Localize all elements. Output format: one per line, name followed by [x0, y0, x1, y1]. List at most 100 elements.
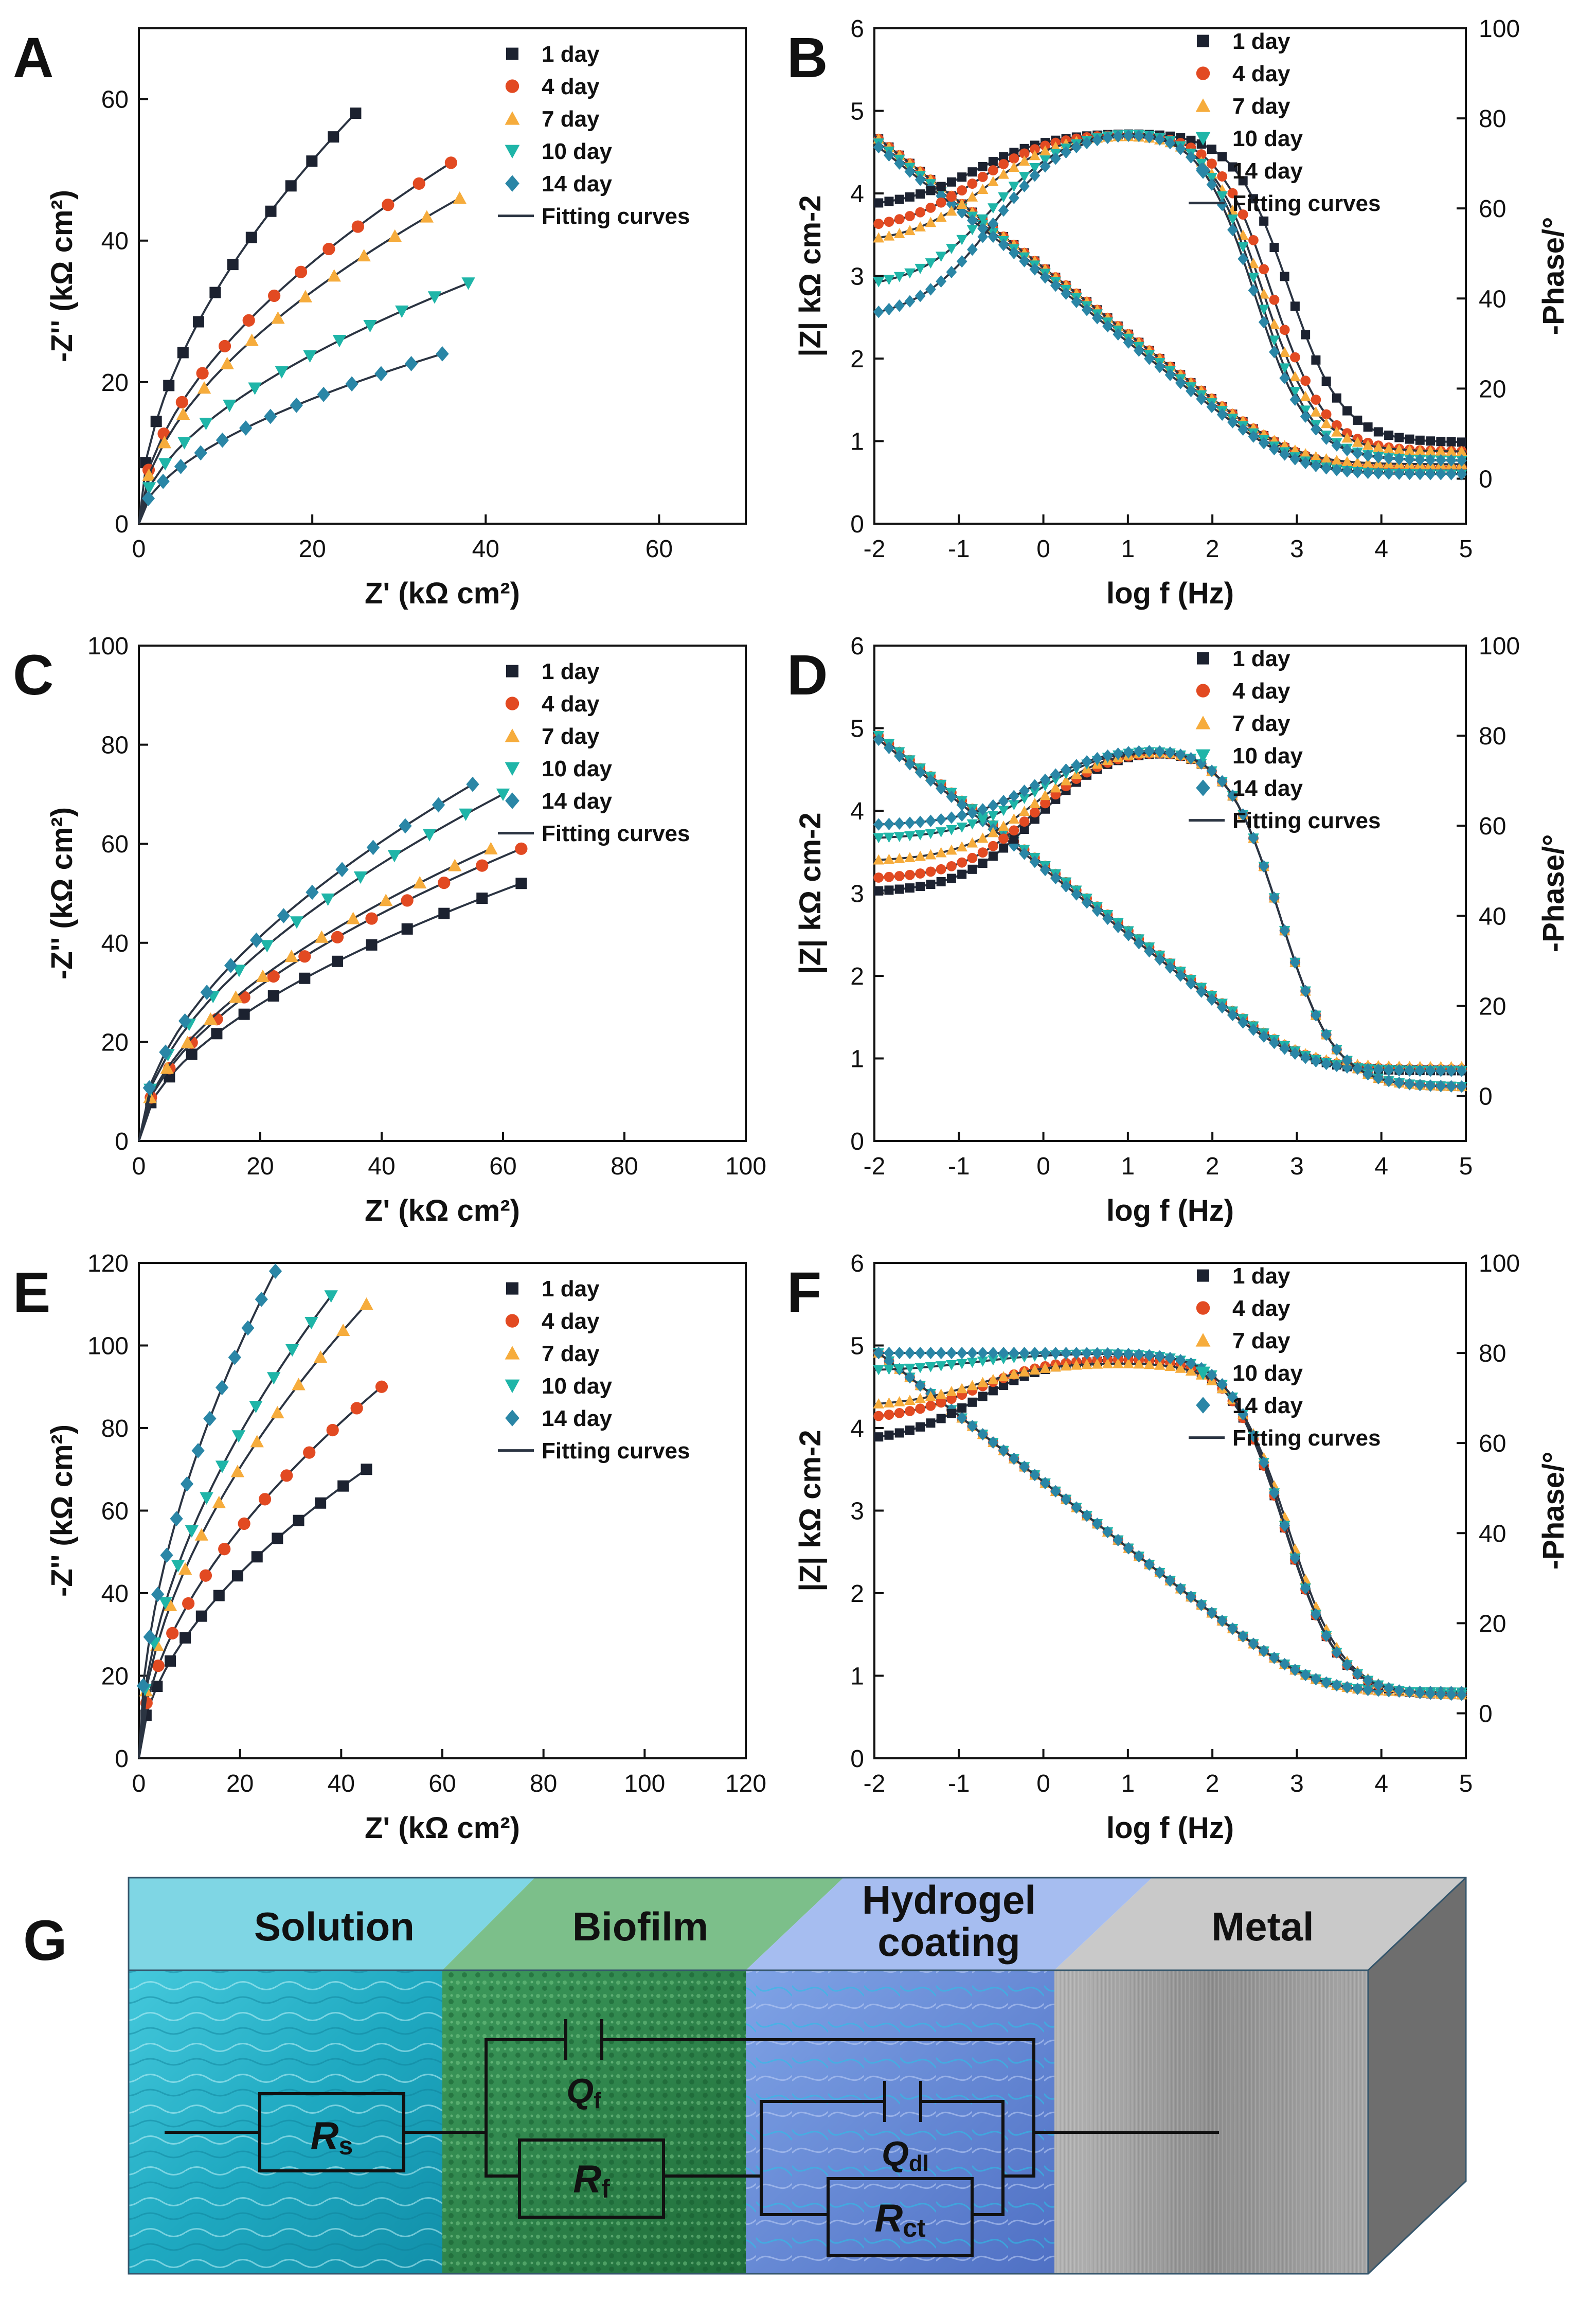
phase-point-14-day	[1446, 1688, 1457, 1701]
data-point-1-day	[163, 380, 175, 391]
x-tick-label: -1	[948, 536, 970, 563]
phase-point-14-day	[1456, 1080, 1467, 1093]
y-tick-label: 1	[850, 1663, 864, 1690]
legend-marker-7-day	[505, 1346, 520, 1360]
fit-curve-10-day	[138, 282, 469, 524]
layer-label-biofilm: Biofilm	[572, 1904, 708, 1949]
biofilm-top-face	[442, 1878, 844, 1970]
equivalent-circuit-schematic: Solution Biofilm Hydrogel coating Metal	[128, 1877, 1467, 2275]
data-point-14-day	[151, 1586, 165, 1602]
phase-point-14-day	[977, 1346, 988, 1360]
data-point-14-day	[268, 1263, 282, 1279]
data-point-14-day	[136, 1678, 150, 1693]
modulus-point-14-day	[1039, 271, 1051, 284]
phase-point-1-day	[905, 883, 914, 893]
legend-label-14-day: 14 day	[542, 789, 613, 814]
y2-tick-label: 80	[1479, 105, 1506, 133]
phase-point-1-day	[1301, 330, 1311, 340]
phase-point-14-day	[1019, 180, 1030, 192]
phase-point-7-day	[1268, 318, 1280, 329]
data-point-14-day	[191, 1443, 205, 1458]
y2-tick-label: 0	[1479, 466, 1493, 493]
phase-point-14-day	[1133, 130, 1144, 142]
phase-point-7-day	[1341, 432, 1353, 443]
phase-point-14-day	[1321, 432, 1332, 445]
phase-point-14-day	[1144, 131, 1155, 144]
data-point-7-day	[420, 210, 434, 223]
y2-axis-label: -Phase/°	[1537, 834, 1570, 953]
phase-point-1-day	[874, 1432, 884, 1442]
phase-point-10-day	[883, 275, 895, 286]
phase-point-4-day	[977, 172, 988, 182]
data-point-10-day	[290, 916, 304, 929]
phase-point-14-day	[1081, 136, 1092, 150]
legend-marker-14-day	[1196, 162, 1210, 179]
phase-point-14-day	[1331, 1043, 1342, 1056]
phase-point-10-day	[883, 832, 895, 843]
phase-point-1-day	[1259, 216, 1269, 226]
phase-point-14-day	[1352, 1667, 1363, 1681]
y-tick-label: 3	[850, 263, 864, 291]
x-tick-label: -2	[864, 1153, 886, 1180]
phase-point-14-day	[967, 243, 978, 256]
phase-point-14-day	[1435, 1688, 1446, 1701]
phase-point-4-day	[998, 833, 1009, 844]
phase-point-7-day	[904, 852, 916, 863]
legend-marker-10-day	[505, 762, 520, 776]
phase-point-14-day	[1456, 1688, 1467, 1701]
legend-label-7-day: 7 day	[1232, 94, 1290, 119]
phase-point-14-day	[1102, 1347, 1113, 1360]
phase-point-14-day	[873, 306, 884, 318]
modulus-point-14-day	[1248, 1637, 1259, 1650]
data-point-10-day	[199, 418, 213, 431]
data-point-1-day	[245, 231, 257, 243]
label-qdl: Qdl	[882, 2134, 929, 2176]
phase-point-14-day	[1311, 1608, 1321, 1621]
phase-point-14-day	[967, 1346, 978, 1360]
phase-point-1-day	[1280, 272, 1289, 281]
modulus-point-14-day	[1091, 312, 1103, 325]
modulus-point-14-day	[1446, 1064, 1457, 1077]
y-axis-label: |Z| kΩ cm-2	[794, 1430, 827, 1591]
modulus-point-14-day	[1113, 920, 1124, 933]
modulus-point-14-day	[1113, 1534, 1124, 1546]
phase-point-14-day	[1425, 1079, 1436, 1092]
legend-marker-1-day	[1197, 1269, 1209, 1282]
phase-point-4-day	[1279, 325, 1290, 335]
phase-point-14-day	[1331, 439, 1342, 452]
x-tick-label: 40	[472, 536, 499, 563]
data-point-1-day	[193, 316, 205, 328]
phase-point-10-day	[1008, 800, 1020, 811]
modulus-point-14-day	[1352, 466, 1363, 479]
legend-marker-10-day	[505, 1379, 520, 1393]
x-axis-label: Z' (kΩ cm²)	[365, 1194, 520, 1227]
modulus-point-14-day	[1404, 1064, 1415, 1077]
modulus-point-14-day	[936, 782, 947, 795]
phase-point-14-day	[988, 217, 999, 230]
data-point-7-day	[212, 1495, 226, 1508]
phase-point-4-day	[1290, 352, 1300, 363]
modulus-point-14-day	[1373, 1063, 1384, 1076]
data-point-4-day	[350, 1402, 363, 1415]
fit-curve-4-day	[138, 162, 452, 524]
phase-point-10-day	[998, 1354, 1009, 1365]
modulus-point-14-day	[988, 1436, 999, 1449]
axes-frame	[138, 1262, 747, 1759]
data-point-1-day	[293, 1514, 304, 1526]
phase-point-14-day	[1393, 1684, 1405, 1697]
x-axis-label: log f (Hz)	[1106, 1194, 1234, 1227]
modulus-point-14-day	[1269, 1037, 1280, 1049]
phase-point-14-day	[894, 299, 905, 312]
phase-point-14-day	[1311, 1009, 1321, 1022]
y-tick-label: 6	[850, 1250, 864, 1277]
modulus-point-14-day	[1425, 468, 1436, 480]
phase-point-10-day	[904, 1363, 916, 1374]
data-point-14-day	[335, 862, 349, 878]
phase-point-7-day	[946, 205, 957, 216]
phase-point-14-day	[998, 204, 1009, 217]
data-point-4-day	[238, 1517, 250, 1530]
phase-point-14-day	[1352, 447, 1363, 460]
phase-point-1-day	[1238, 176, 1248, 186]
x-tick-label: 2	[1206, 1770, 1220, 1797]
